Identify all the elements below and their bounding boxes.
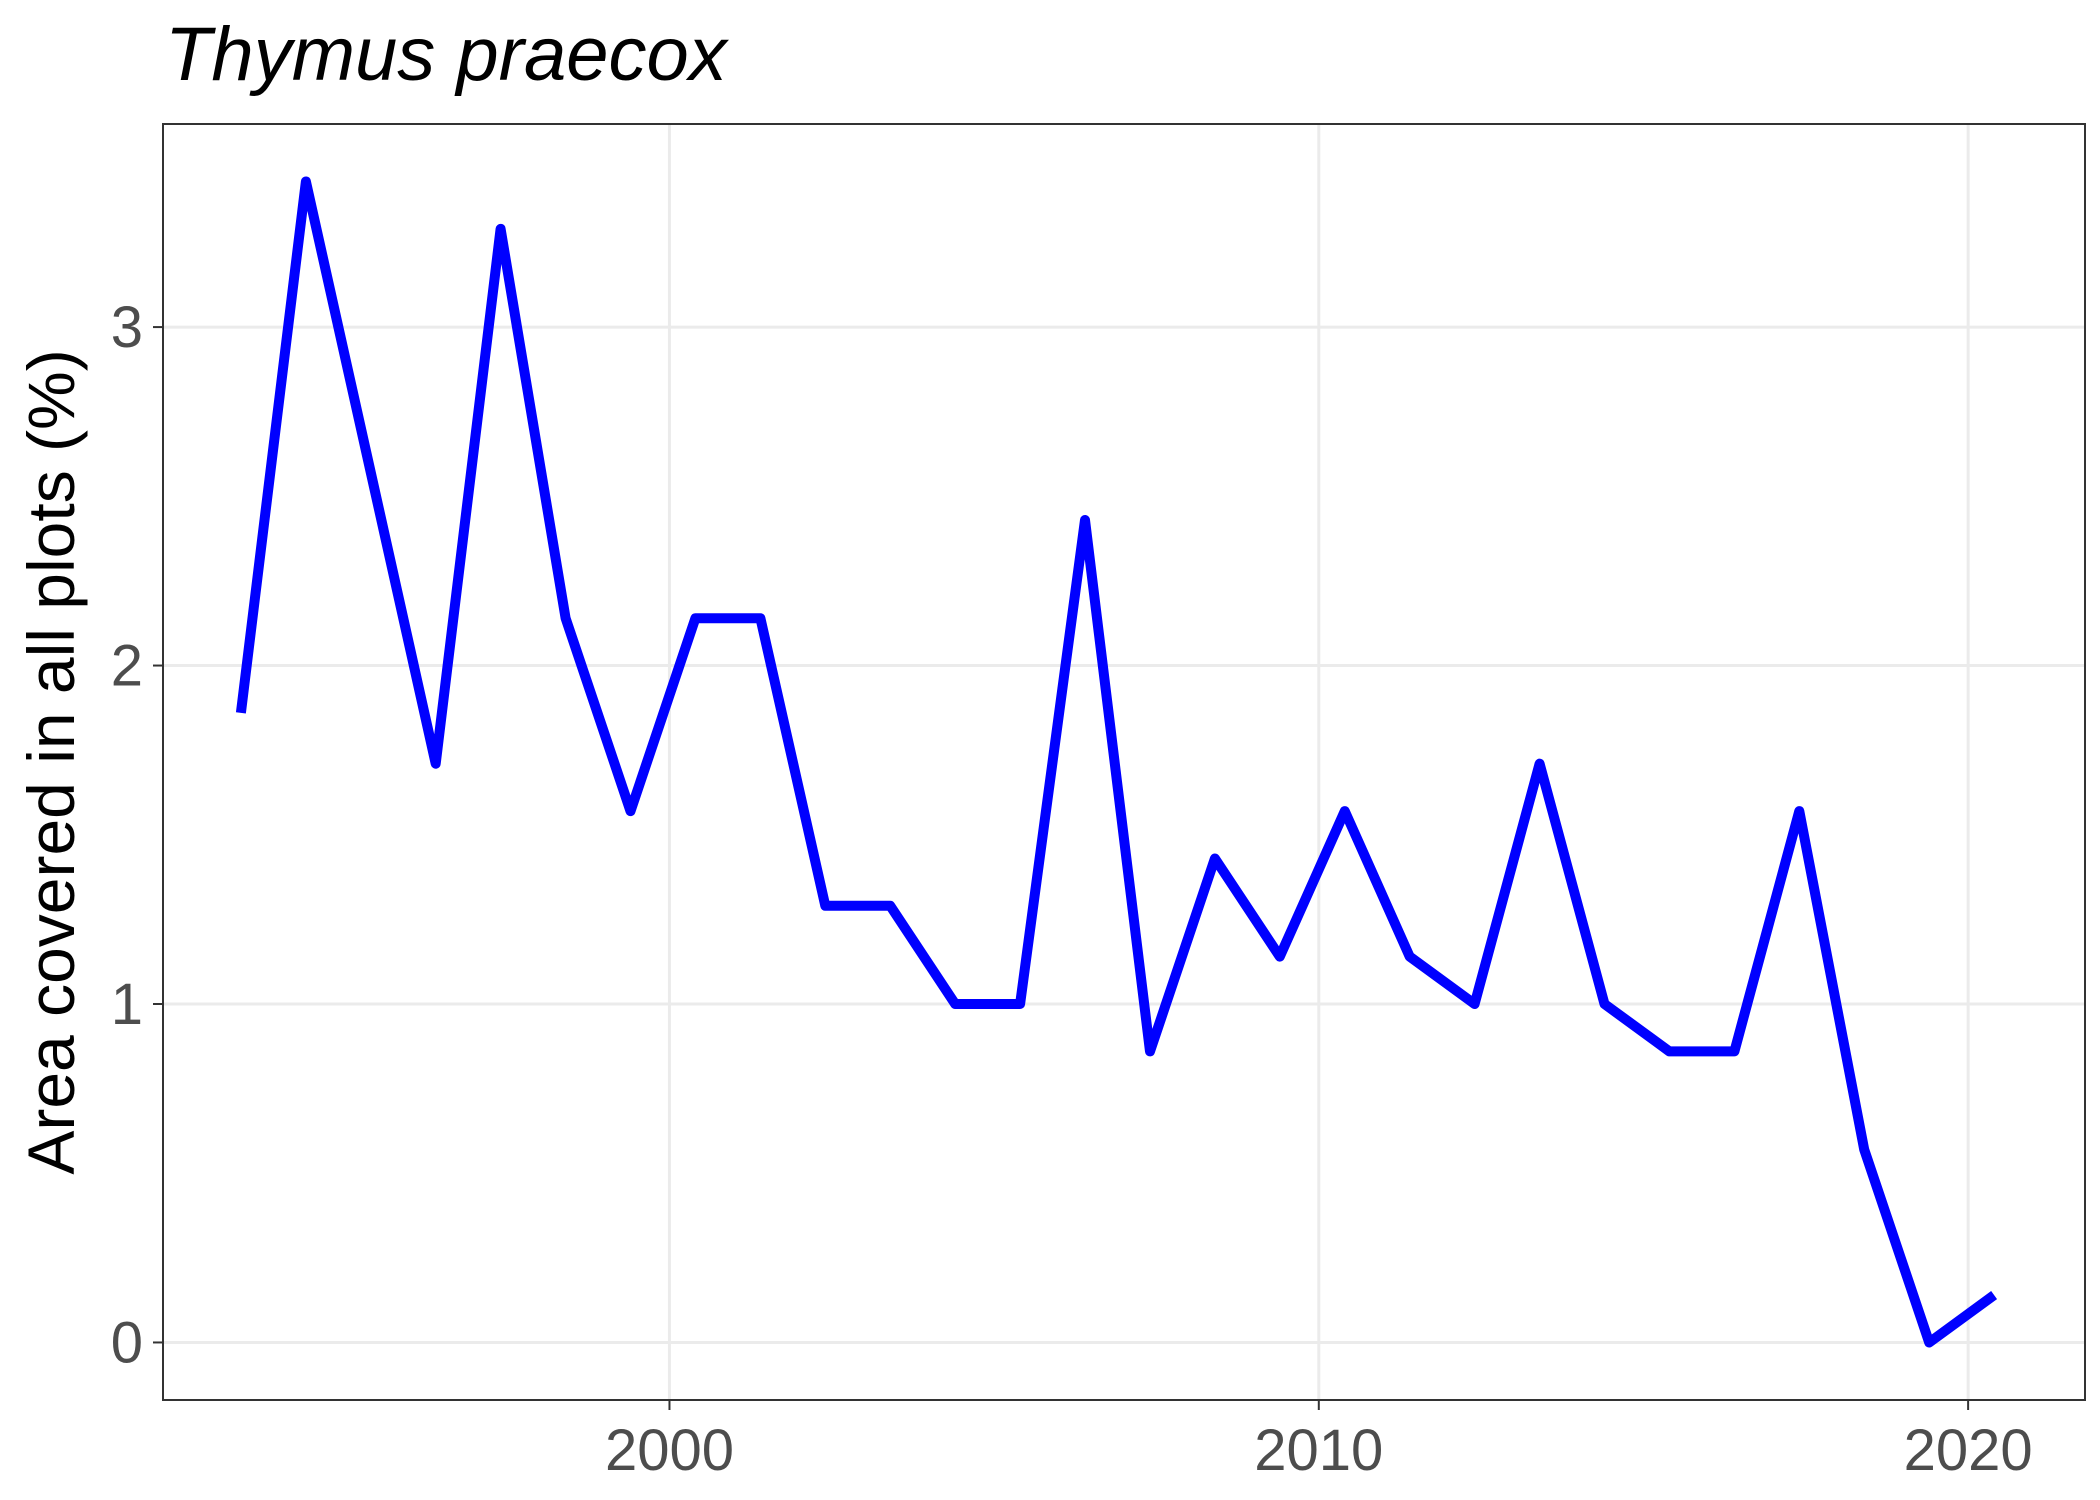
x-tick-label: 2020 [1904, 1418, 2033, 1483]
y-axis-label: Area covered in all plots (%) [14, 349, 88, 1174]
x-tick-label: 2010 [1254, 1418, 1383, 1483]
x-tick-label: 2000 [605, 1418, 734, 1483]
grid-lines [163, 124, 2085, 1400]
y-tick-label: 1 [111, 972, 143, 1037]
chart-title: Thymus praecox [165, 12, 730, 97]
y-tick-label: 3 [111, 295, 143, 360]
y-tick-label: 2 [111, 634, 143, 699]
series-layer [235, 176, 1998, 1348]
series-line [235, 176, 1998, 1348]
axis-ticks: 2000 2010 2020 0 1 2 3 [111, 295, 2033, 1483]
y-tick-label: 0 [111, 1310, 143, 1375]
plot-panel-border [162, 123, 2086, 1401]
